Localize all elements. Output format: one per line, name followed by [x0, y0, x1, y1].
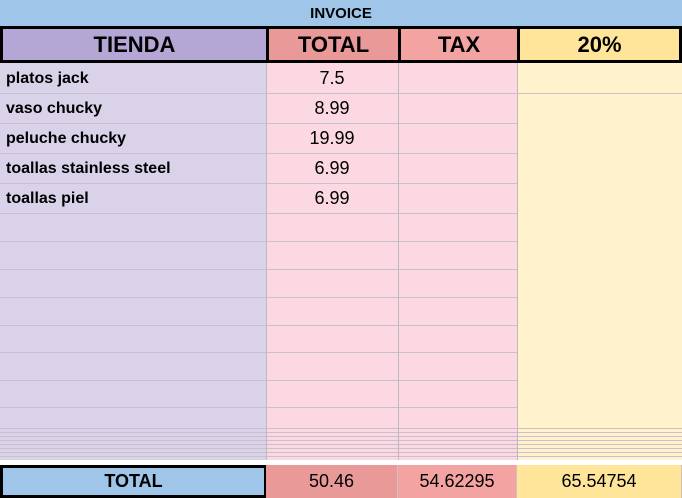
item-total: 7.5	[319, 68, 345, 88]
row-line	[0, 448, 682, 449]
row-line	[0, 428, 682, 429]
total-label: TOTAL	[0, 465, 267, 498]
row-line	[0, 444, 682, 445]
column-bg	[266, 62, 398, 460]
row-line	[0, 352, 517, 353]
column-header: TAX	[398, 26, 520, 63]
item-name: toallas piel	[6, 189, 89, 207]
total-value: 65.54754	[517, 465, 682, 498]
sheet-title: INVOICE	[0, 0, 682, 26]
row-line	[0, 183, 517, 184]
row-line	[0, 380, 517, 381]
row-line	[0, 325, 517, 326]
column-line	[266, 63, 267, 460]
item-name: peluche chucky	[6, 129, 127, 147]
column-header: TOTAL	[266, 26, 401, 63]
row-line	[0, 153, 517, 154]
column-line	[398, 63, 399, 460]
row-line	[0, 297, 517, 298]
column-line	[517, 63, 518, 460]
item-name: platos jack	[6, 69, 89, 87]
column-bg	[398, 62, 517, 460]
row-line	[0, 269, 517, 270]
row-line	[0, 241, 517, 242]
row-line	[0, 93, 682, 94]
row-line	[0, 213, 517, 214]
column-header: TIENDA	[0, 26, 269, 63]
total-value: 54.62295	[398, 465, 517, 498]
row-line	[0, 407, 517, 408]
item-total: 8.99	[314, 98, 350, 118]
row-line	[0, 452, 682, 453]
column-bg	[0, 62, 266, 460]
row-line	[0, 123, 517, 124]
item-total: 19.99	[309, 128, 355, 148]
total-value: 50.46	[266, 465, 398, 498]
item-name: toallas stainless steel	[6, 159, 171, 177]
row-line	[0, 432, 682, 433]
row-line	[0, 436, 682, 437]
item-total: 6.99	[314, 158, 350, 178]
item-total: 6.99	[314, 188, 350, 208]
item-name: vaso chucky	[6, 99, 103, 117]
row-line	[0, 456, 682, 457]
column-bg	[517, 62, 682, 460]
column-header: 20%	[517, 26, 682, 63]
row-line	[0, 440, 682, 441]
